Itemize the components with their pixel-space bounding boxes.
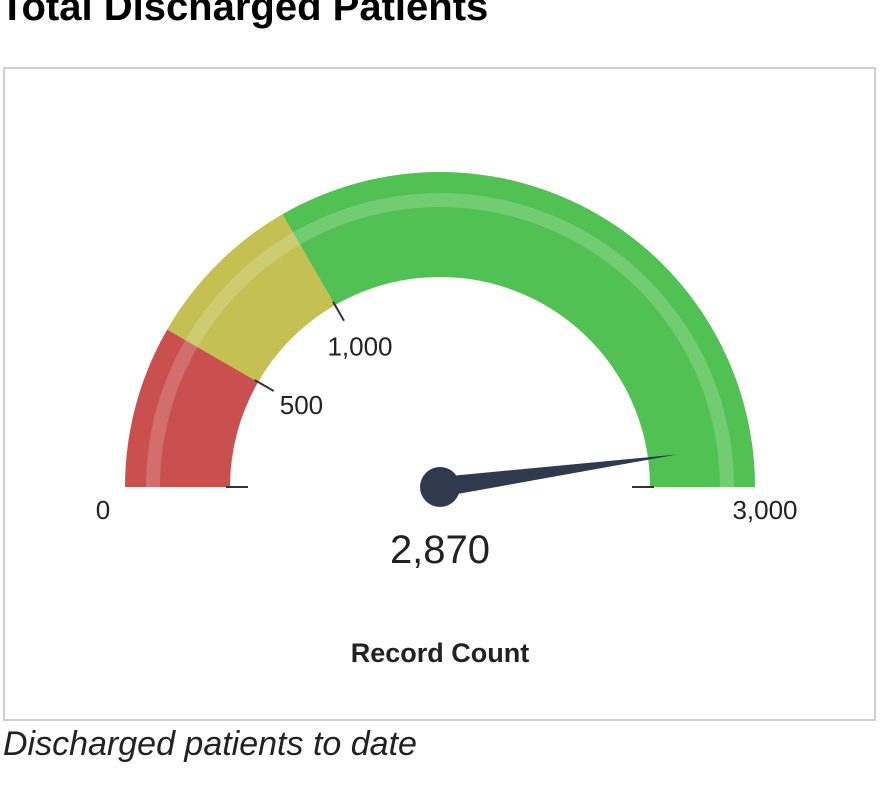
tick-label: 3,000 [732, 495, 797, 525]
widget-caption: Discharged patients to date [3, 725, 417, 763]
tick-mark [254, 379, 275, 392]
gauge-needle [438, 454, 678, 497]
widget-title: Total Discharged Patients [0, 0, 488, 29]
gauge-band [125, 329, 259, 487]
gauge-axis-label: Record Count [351, 638, 530, 668]
tick-label: 1,000 [327, 331, 392, 361]
gauge-band-highlight [146, 340, 198, 488]
gauge-needle-hub [420, 467, 460, 507]
gauge-band [167, 214, 335, 382]
gauge-value: 2,870 [390, 528, 490, 572]
widget-frame [3, 67, 876, 721]
gauge-band [282, 172, 755, 487]
tick-mark [332, 301, 345, 322]
tick-label: 0 [96, 495, 110, 525]
gauge-band-highlight [293, 193, 734, 488]
tick-label: 500 [280, 390, 323, 420]
gauge-band-highlight [185, 232, 301, 348]
